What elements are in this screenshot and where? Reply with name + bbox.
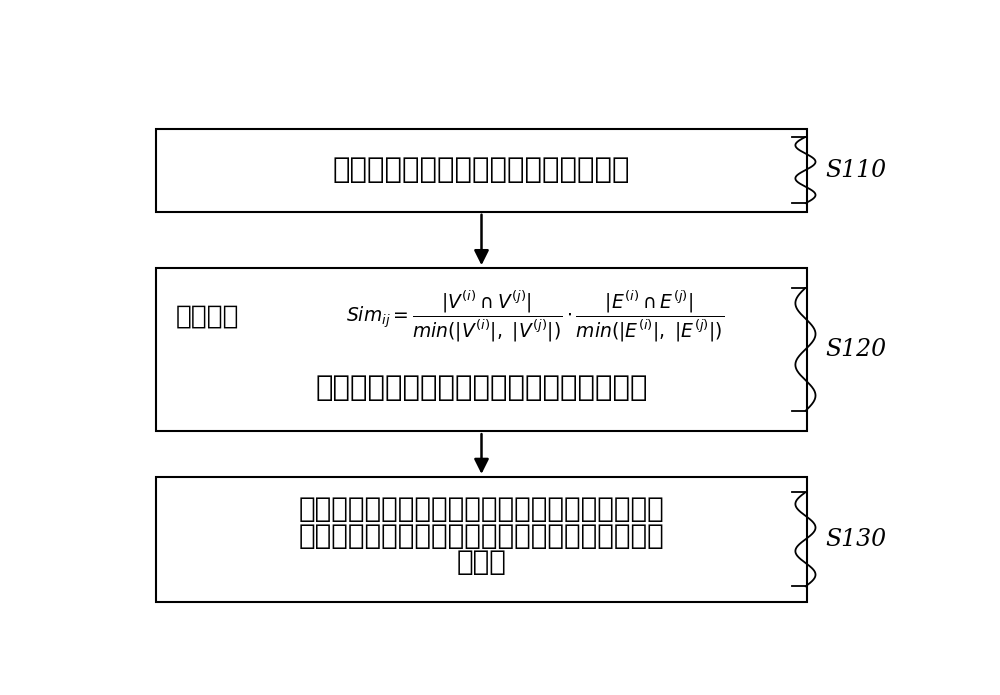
- Text: 获取第一基因模块群和第二基因模块群: 获取第一基因模块群和第二基因模块群: [333, 156, 630, 184]
- Text: S110: S110: [825, 158, 886, 181]
- Text: 性，计算得到第一基因模块群和第二基因模块群的: 性，计算得到第一基因模块群和第二基因模块群的: [299, 522, 664, 550]
- Bar: [156, 129, 807, 212]
- Text: 根据第一基因模块和第二基因模块的基因模块相似: 根据第一基因模块和第二基因模块的基因模块相似: [299, 495, 664, 523]
- Text: S130: S130: [825, 528, 886, 551]
- Text: 相似性: 相似性: [457, 548, 506, 576]
- Bar: [156, 268, 807, 431]
- Text: 根据公式: 根据公式: [175, 303, 239, 329]
- Bar: [156, 477, 807, 603]
- Text: 计算第一基因模块和第二基因模块的相似性: 计算第一基因模块和第二基因模块的相似性: [315, 375, 648, 402]
- Text: $\mathit{Sim}_{ij}=\dfrac{|V^{(i)}\cap V^{(j)}|}{min(|V^{(i)}|,\ |V^{(j)}|)}\cdo: $\mathit{Sim}_{ij}=\dfrac{|V^{(i)}\cap V…: [346, 288, 724, 344]
- Text: S120: S120: [825, 338, 886, 361]
